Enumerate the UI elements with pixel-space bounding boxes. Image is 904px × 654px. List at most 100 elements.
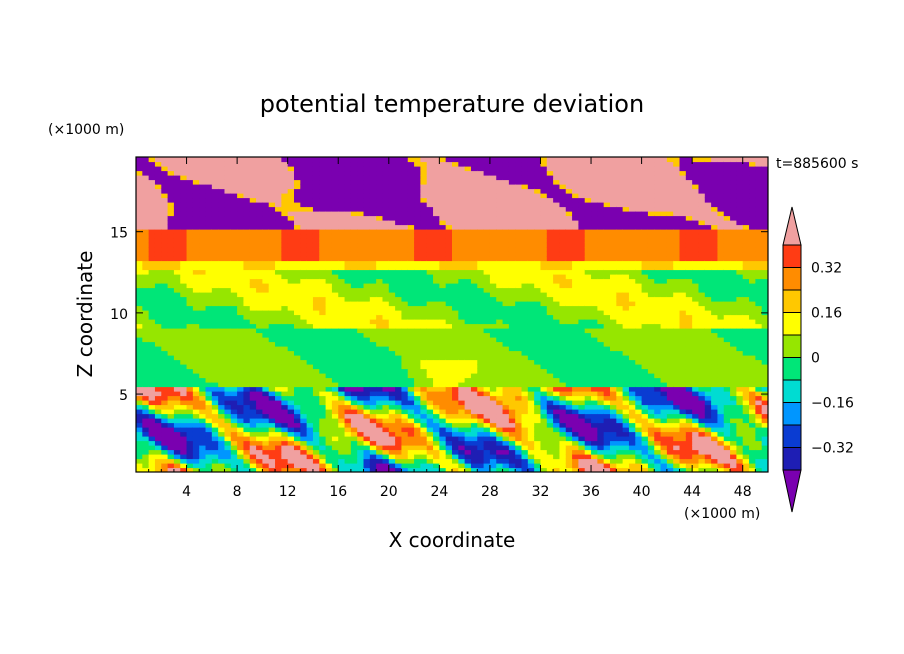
field-cell [199, 314, 207, 320]
field-cell [344, 179, 352, 185]
field-cell [319, 193, 327, 199]
field-cell [167, 166, 175, 172]
field-cell [369, 418, 377, 424]
field-cell [230, 341, 238, 347]
field-cell [230, 157, 238, 163]
field-cell [407, 445, 415, 451]
field-cell [382, 157, 390, 163]
field-cell [230, 247, 238, 253]
field-cell [325, 418, 333, 424]
field-cell [281, 467, 289, 472]
field-cell [275, 400, 282, 406]
field-cell [388, 193, 396, 199]
field-cell [331, 166, 339, 172]
field-cell [287, 197, 295, 203]
field-cell [312, 170, 320, 176]
field-cell [382, 233, 390, 239]
field-cell [445, 440, 453, 446]
field-cell [515, 445, 523, 451]
field-cell [306, 314, 314, 320]
field-cell [483, 314, 491, 320]
field-cell [256, 251, 263, 257]
field-cell [211, 341, 219, 347]
field-cell [148, 458, 156, 464]
field-cell [376, 161, 384, 167]
field-cell [167, 436, 175, 442]
field-cell [237, 233, 245, 239]
field-cell [388, 170, 396, 176]
field-cell [369, 269, 377, 275]
field-cell [527, 269, 535, 275]
field-cell [578, 305, 586, 311]
field-cell [369, 373, 377, 379]
field-cell [414, 274, 421, 280]
field-cell [281, 377, 289, 383]
field-cell [395, 193, 403, 199]
field-cell [395, 233, 403, 239]
field-cell [565, 310, 573, 316]
field-cell [275, 175, 282, 181]
field-cell [483, 350, 491, 356]
field-cell [243, 274, 251, 280]
field-cell [249, 292, 257, 298]
field-cell [452, 368, 459, 374]
field-cell [249, 242, 257, 248]
field-cell [515, 341, 523, 347]
field-cell [287, 224, 295, 230]
field-cell [167, 445, 175, 451]
field-cell [407, 413, 415, 419]
field-cell [243, 440, 251, 446]
field-cell [572, 319, 579, 325]
field-cell [312, 278, 320, 284]
field-cell [205, 467, 213, 472]
field-cell [243, 377, 251, 383]
field-cell [211, 220, 219, 226]
field-cell [312, 458, 320, 464]
field-cell [148, 364, 156, 370]
field-cell [515, 328, 523, 334]
field-cell [470, 287, 478, 293]
field-cell [388, 179, 396, 185]
field-cell [154, 283, 162, 289]
field-cell [572, 323, 579, 329]
field-cell [230, 400, 238, 406]
field-cell [464, 215, 472, 221]
field-cell [420, 161, 428, 167]
field-cell [142, 202, 150, 208]
field-cell [306, 188, 314, 194]
field-cell [565, 467, 573, 472]
field-cell [534, 409, 542, 415]
field-cell [540, 431, 548, 437]
field-cell [173, 175, 181, 181]
field-cell [515, 454, 523, 460]
field-cell [142, 233, 150, 239]
field-cell [483, 418, 491, 424]
field-cell [243, 296, 251, 302]
field-cell [452, 283, 459, 289]
field-cell [401, 269, 409, 275]
field-cell [401, 323, 409, 329]
field-cell [173, 400, 181, 406]
field-cell [173, 431, 181, 437]
field-cell [173, 359, 181, 365]
field-cell [388, 206, 396, 212]
field-cell [199, 332, 207, 338]
field-cell [325, 391, 333, 397]
field-cell [388, 391, 396, 397]
field-cell [205, 184, 213, 190]
field-cell [553, 265, 561, 271]
field-cell [218, 224, 226, 230]
field-cell [572, 305, 579, 311]
field-cell [553, 193, 561, 199]
field-cell [376, 440, 384, 446]
field-cell [540, 238, 548, 244]
field-cell [268, 278, 276, 284]
field-cell [527, 179, 535, 185]
field-cell [508, 274, 516, 280]
field-cell [369, 197, 377, 203]
field-cell [496, 175, 504, 181]
field-cell [483, 386, 491, 392]
field-cell [546, 341, 554, 347]
field-cell [559, 256, 567, 262]
field-cell [350, 242, 358, 248]
